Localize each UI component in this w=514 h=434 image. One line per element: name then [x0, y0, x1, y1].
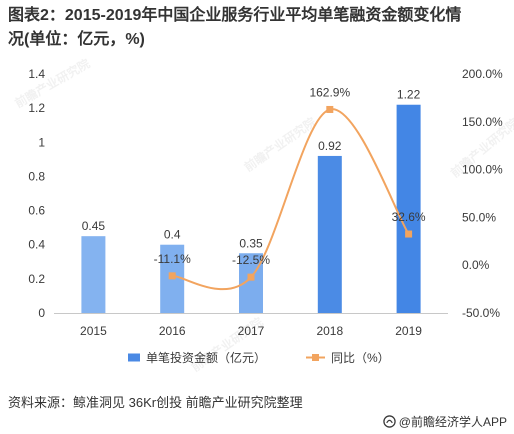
y-right-tick-label: 100.0% [462, 163, 503, 177]
axes: 0 0.2 0.4 0.6 0.8 1 1.2 1.4 -50.0% 0.0% 50.0% 100.0… [28, 67, 503, 338]
y-right-tick-label: 200.0% [462, 67, 503, 81]
x-tick-label: 2018 [316, 324, 343, 338]
chart-title-line-1: 图表2：2015-2019年中国企业服务行业平均单笔融资金额变化情 [8, 7, 462, 24]
watermark-text: 前瞻产业研究院 [12, 56, 92, 111]
line-marker [168, 272, 176, 280]
legend: 单笔投资金额（亿元） 同比（%） [128, 350, 390, 365]
y-left-tick-label: 0 [38, 306, 45, 320]
bar-data-label: 0.92 [318, 139, 342, 153]
legend-label-bar: 单笔投资金额（亿元） [146, 350, 266, 365]
y-left-tick-label: 1.4 [28, 67, 45, 81]
y-left-tick-label: 0.8 [28, 169, 45, 183]
legend-label-line: 同比（%） [331, 351, 390, 365]
y-right-tick-label: 0.0% [462, 258, 490, 272]
bar-data-label: 0.35 [239, 236, 263, 250]
brand-credit: @前瞻经济学人APP [383, 413, 507, 430]
chart-title: 图表2：2015-2019年中国企业服务行业平均单笔融资金额变化情 况(单位：亿… [8, 4, 461, 52]
source-note: 资料来源：鲸准洞见 36Kr创投 前瞻产业研究院整理 [8, 395, 303, 410]
line-data-label: -11.1% [154, 252, 191, 266]
y-left-tick-label: 1.2 [28, 101, 45, 115]
x-tick-label: 2015 [80, 324, 107, 338]
bar-data-label: 1.22 [397, 88, 421, 102]
line-marker [405, 230, 413, 238]
bar [396, 104, 421, 313]
y-left-tick-label: 0.2 [28, 272, 45, 286]
line-data-label: 162.9% [309, 85, 350, 99]
x-tick-label: 2017 [238, 324, 265, 338]
x-tick-label: 2019 [395, 324, 422, 338]
y-left-tick-label: 0.4 [28, 238, 45, 252]
legend-swatch-bar [128, 353, 140, 362]
y-right-tick-label: 50.0% [462, 210, 496, 224]
bar [317, 155, 342, 313]
y-right-tick-label: 150.0% [462, 115, 503, 129]
watermark-text: 前瞻产业研究院 [0, 217, 1, 277]
line-data-label: 32.6% [392, 210, 426, 224]
y-right-tick-label: -50.0% [462, 306, 500, 320]
chart-title-line-2: 况(单位：亿元，%) [8, 31, 145, 48]
line-data-label: -12.5% [232, 253, 270, 267]
line-marker [326, 105, 334, 113]
legend-swatch-marker [312, 354, 319, 361]
bar-data-label: 0.4 [164, 228, 181, 242]
brand-text: @前瞻经济学人APP [398, 415, 507, 429]
bar [81, 236, 106, 313]
line-marker [247, 273, 255, 281]
qianzhan-logo-icon [383, 415, 396, 428]
bar-data-label: 0.45 [82, 219, 106, 233]
x-tick-label: 2016 [159, 324, 186, 338]
y-left-tick-label: 1 [38, 135, 45, 149]
y-left-tick-label: 0.6 [28, 204, 45, 218]
line-series: -11.1% -12.5% 162.9% 32.6% [154, 85, 426, 291]
line-path [172, 108, 410, 291]
